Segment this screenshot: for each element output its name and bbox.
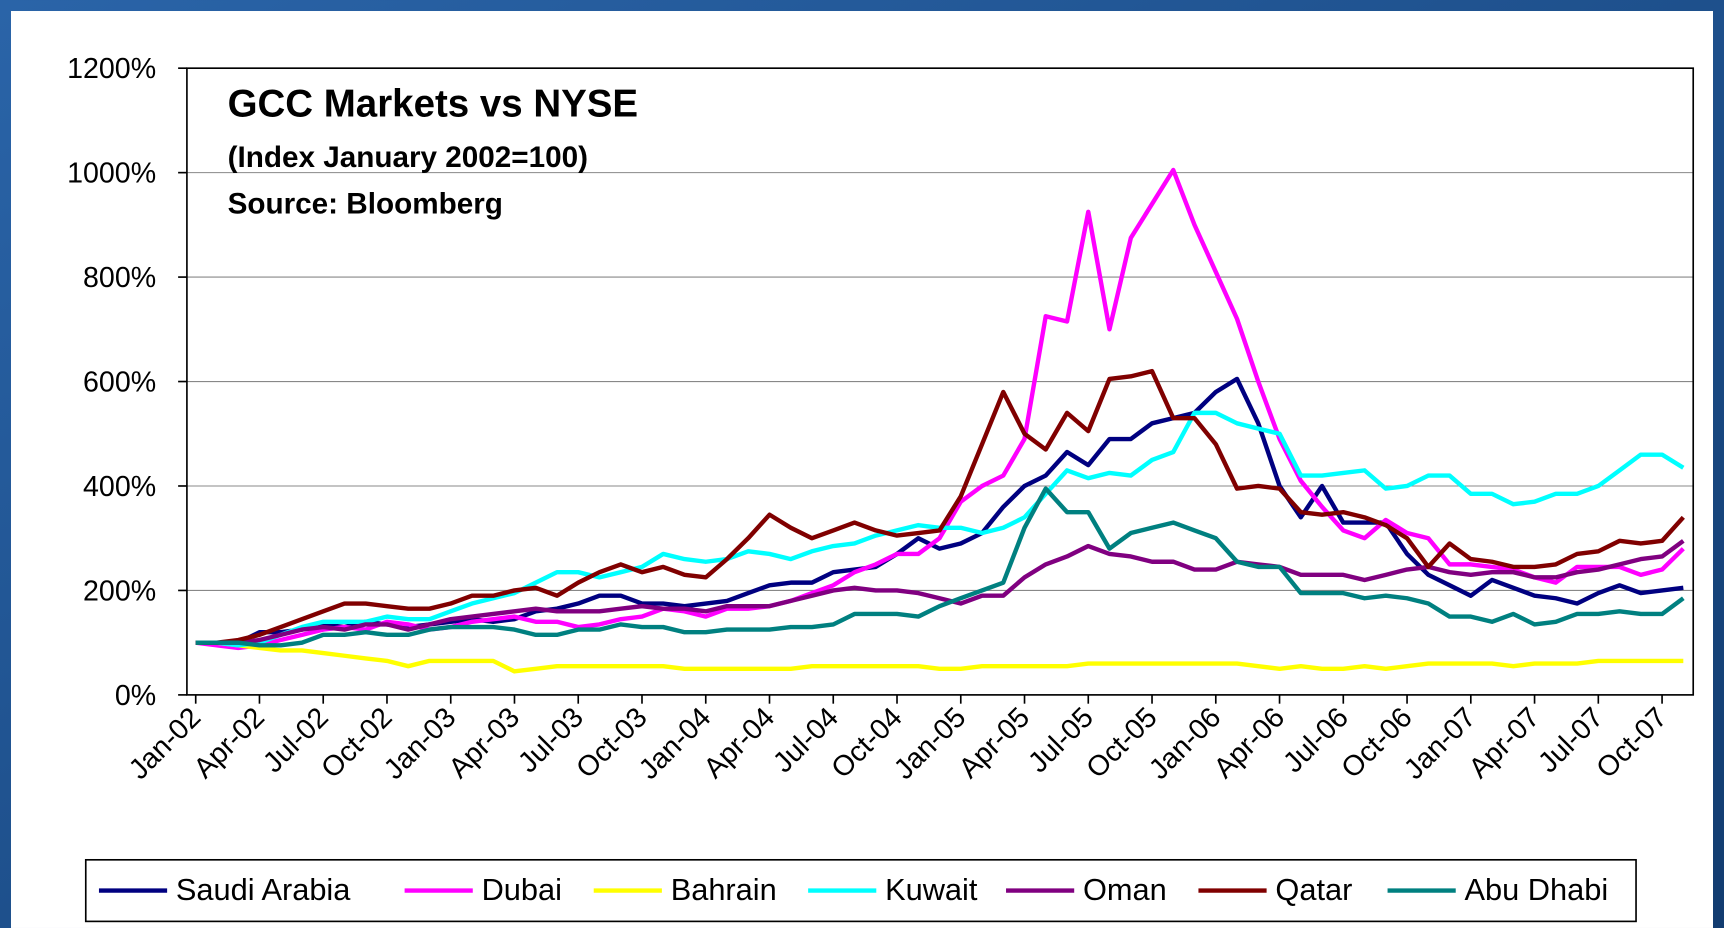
legend-label: Dubai	[482, 872, 562, 907]
annotation: Source: Bloomberg	[228, 187, 503, 220]
legend-label: Abu Dhabi	[1465, 872, 1609, 907]
series-line	[195, 539, 1685, 645]
y-tick-label: 0%	[115, 680, 156, 712]
y-tick-label: 1200%	[67, 53, 156, 85]
plot-border	[186, 67, 1695, 696]
legend-label: Qatar	[1275, 872, 1352, 907]
legend-label: Saudi Arabia	[176, 872, 351, 907]
legend-label: Kuwait	[885, 872, 978, 907]
y-tick-label: 1000%	[67, 158, 156, 190]
series-line	[195, 368, 1685, 645]
legend-label: Bahrain	[671, 872, 777, 907]
panel	[10, 11, 1714, 928]
y-tick-label: 400%	[83, 471, 156, 503]
y-tick-label: 800%	[83, 262, 156, 294]
y-tick-label: 200%	[83, 575, 156, 607]
series-line	[195, 486, 1685, 648]
y-tick-label: 600%	[83, 366, 156, 398]
legend-label: Oman	[1083, 872, 1167, 907]
lines	[195, 167, 1685, 674]
chart-title: GCC Markets vs NYSE	[228, 83, 638, 126]
subtitle: (Index January 2002=100)	[228, 141, 588, 174]
series-line	[195, 640, 1684, 674]
legend: Saudi Arabia Dubai Bahrain Kuwait Oman Qatar A…	[98, 872, 1609, 907]
